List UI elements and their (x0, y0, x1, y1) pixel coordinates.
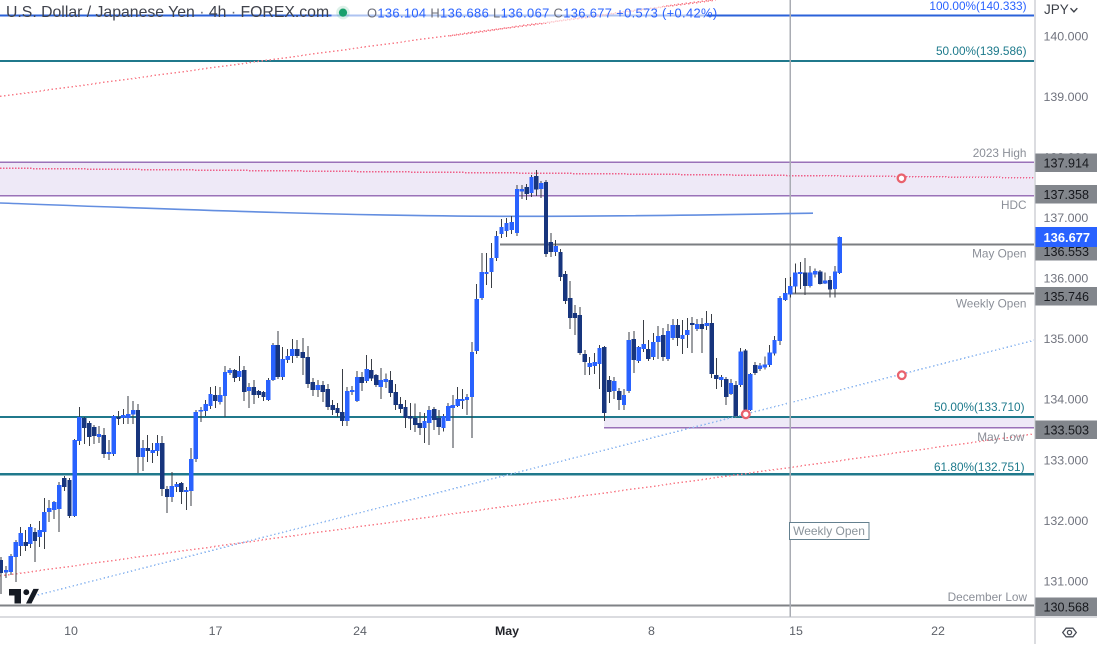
svg-text:139.000: 139.000 (1044, 90, 1089, 104)
svg-text:137.000: 137.000 (1044, 211, 1089, 225)
svg-text:136.677: 136.677 (1044, 230, 1091, 245)
svg-text:50.00%(133.710): 50.00%(133.710) (934, 400, 1025, 414)
svg-text:10: 10 (64, 624, 78, 638)
svg-text:24: 24 (353, 624, 367, 638)
svg-text:December Low: December Low (948, 590, 1028, 604)
svg-text:O136.104 H136.686 L136.067 C13: O136.104 H136.686 L136.067 C136.677 +0.5… (367, 6, 717, 21)
svg-text:2023 High: 2023 High (973, 146, 1027, 160)
svg-text:135.746: 135.746 (1044, 290, 1090, 304)
svg-text:134.000: 134.000 (1044, 392, 1089, 406)
svg-text:61.80%(132.751): 61.80%(132.751) (934, 460, 1025, 474)
svg-text:136.000: 136.000 (1044, 271, 1089, 285)
svg-text:137.358: 137.358 (1044, 188, 1090, 202)
svg-text:131.000: 131.000 (1044, 574, 1089, 588)
svg-text:22: 22 (931, 624, 945, 638)
svg-text:17: 17 (209, 624, 223, 638)
svg-text:133.000: 133.000 (1044, 453, 1089, 467)
svg-text:15: 15 (789, 624, 803, 638)
svg-text:132.000: 132.000 (1044, 514, 1089, 528)
svg-text:May Low: May Low (977, 430, 1025, 444)
svg-text:130.568: 130.568 (1044, 600, 1090, 614)
svg-text:May Open: May Open (972, 247, 1026, 261)
svg-text:HDC: HDC (1001, 198, 1027, 212)
svg-text:140.000: 140.000 (1044, 29, 1089, 43)
svg-text:Weekly Open: Weekly Open (793, 524, 865, 538)
svg-text:133.503: 133.503 (1044, 423, 1090, 437)
svg-text:U.S. Dollar / Japanese Yen · 4: U.S. Dollar / Japanese Yen · 4h · FOREX.… (6, 4, 329, 21)
svg-text:8: 8 (648, 624, 655, 638)
svg-text:100.00%(140.333): 100.00%(140.333) (929, 0, 1026, 13)
svg-text:JPY: JPY (1044, 2, 1069, 17)
svg-text:50.00%(139.586): 50.00%(139.586) (936, 44, 1027, 58)
svg-text:Weekly Open: Weekly Open (956, 297, 1027, 311)
svg-text:137.914: 137.914 (1044, 156, 1090, 170)
svg-text:May: May (495, 624, 519, 638)
svg-text:135.000: 135.000 (1044, 332, 1089, 346)
